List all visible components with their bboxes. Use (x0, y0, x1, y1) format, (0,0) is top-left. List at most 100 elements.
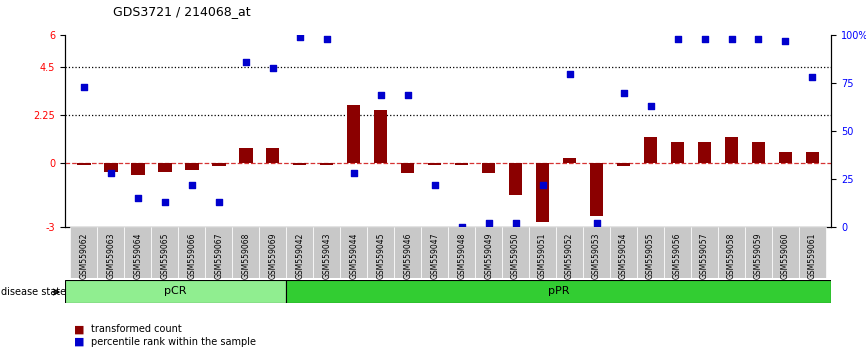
Point (536, 182, 550, 187)
Text: transformed count: transformed count (91, 324, 182, 334)
Text: GSM559062: GSM559062 (80, 233, 88, 279)
Bar (617, 163, 630, 166)
Text: GSM559064: GSM559064 (133, 233, 142, 279)
FancyBboxPatch shape (313, 227, 340, 278)
Text: GSM559044: GSM559044 (349, 233, 359, 279)
Point (617, 90, 630, 96)
Bar (239, 148, 253, 163)
Point (805, 75, 819, 80)
Bar (481, 163, 495, 173)
Point (104, 170, 118, 176)
FancyBboxPatch shape (125, 227, 152, 278)
Bar (509, 163, 522, 195)
Text: GSM559063: GSM559063 (107, 233, 115, 279)
Bar (212, 163, 225, 166)
Bar (185, 163, 198, 170)
FancyBboxPatch shape (287, 227, 313, 278)
Bar (266, 148, 280, 163)
Point (239, 59, 253, 65)
Point (293, 34, 307, 40)
Text: GSM559068: GSM559068 (242, 233, 250, 279)
Point (670, 36, 684, 42)
Text: ■: ■ (74, 324, 84, 334)
Bar (455, 163, 469, 165)
Bar (671, 142, 684, 163)
Bar (320, 163, 333, 165)
FancyBboxPatch shape (637, 227, 664, 278)
FancyBboxPatch shape (340, 227, 367, 278)
Text: GSM559060: GSM559060 (781, 233, 790, 279)
Text: disease state: disease state (1, 287, 66, 297)
Bar (698, 142, 711, 163)
Bar (752, 142, 766, 163)
FancyBboxPatch shape (449, 227, 475, 278)
Point (752, 36, 766, 42)
Point (725, 36, 739, 42)
Point (346, 170, 360, 176)
Point (77, 84, 91, 90)
Bar (158, 163, 171, 172)
Point (779, 38, 792, 44)
Point (320, 36, 333, 42)
FancyBboxPatch shape (259, 227, 287, 278)
FancyBboxPatch shape (367, 227, 394, 278)
Bar (563, 158, 577, 163)
Point (590, 220, 604, 225)
Text: pPR: pPR (548, 286, 570, 296)
FancyBboxPatch shape (421, 227, 449, 278)
FancyBboxPatch shape (583, 227, 610, 278)
Bar (779, 152, 792, 163)
FancyBboxPatch shape (70, 227, 97, 278)
Point (481, 220, 495, 225)
Point (698, 36, 712, 42)
Text: GSM559046: GSM559046 (404, 233, 412, 279)
Bar (347, 105, 360, 163)
Text: GSM559066: GSM559066 (187, 233, 197, 279)
FancyBboxPatch shape (745, 227, 772, 278)
FancyBboxPatch shape (556, 227, 583, 278)
FancyBboxPatch shape (287, 280, 831, 303)
Text: GSM559056: GSM559056 (673, 233, 682, 279)
Point (131, 195, 145, 201)
Point (374, 92, 388, 97)
Text: GDS3721 / 214068_at: GDS3721 / 214068_at (113, 5, 250, 18)
FancyBboxPatch shape (502, 227, 529, 278)
Text: GSM559057: GSM559057 (700, 233, 709, 279)
Bar (805, 152, 819, 163)
Point (212, 199, 226, 205)
Bar (77, 163, 91, 165)
FancyBboxPatch shape (691, 227, 718, 278)
Bar (374, 110, 387, 163)
Bar (428, 163, 442, 165)
Point (184, 182, 198, 187)
Bar (131, 163, 145, 175)
Point (508, 220, 522, 225)
FancyBboxPatch shape (65, 280, 287, 303)
FancyBboxPatch shape (97, 227, 125, 278)
Point (428, 182, 442, 187)
FancyBboxPatch shape (529, 227, 556, 278)
Text: GSM559052: GSM559052 (565, 233, 574, 279)
FancyBboxPatch shape (664, 227, 691, 278)
Text: GSM559050: GSM559050 (511, 233, 520, 279)
Text: GSM559048: GSM559048 (457, 233, 466, 279)
FancyBboxPatch shape (205, 227, 232, 278)
FancyBboxPatch shape (394, 227, 421, 278)
Text: pCR: pCR (165, 286, 187, 296)
Bar (643, 137, 657, 163)
Text: GSM559042: GSM559042 (295, 233, 304, 279)
Point (401, 92, 415, 97)
Text: GSM559043: GSM559043 (322, 233, 331, 279)
Text: GSM559049: GSM559049 (484, 233, 493, 279)
FancyBboxPatch shape (718, 227, 745, 278)
Point (643, 103, 657, 109)
Bar (725, 137, 738, 163)
Point (563, 71, 577, 76)
Bar (401, 163, 415, 173)
Point (455, 224, 469, 229)
Text: GSM559061: GSM559061 (808, 233, 817, 279)
Text: GSM559067: GSM559067 (214, 233, 223, 279)
Text: percentile rank within the sample: percentile rank within the sample (91, 337, 256, 347)
Text: GSM559069: GSM559069 (268, 233, 277, 279)
Text: GSM559054: GSM559054 (619, 233, 628, 279)
